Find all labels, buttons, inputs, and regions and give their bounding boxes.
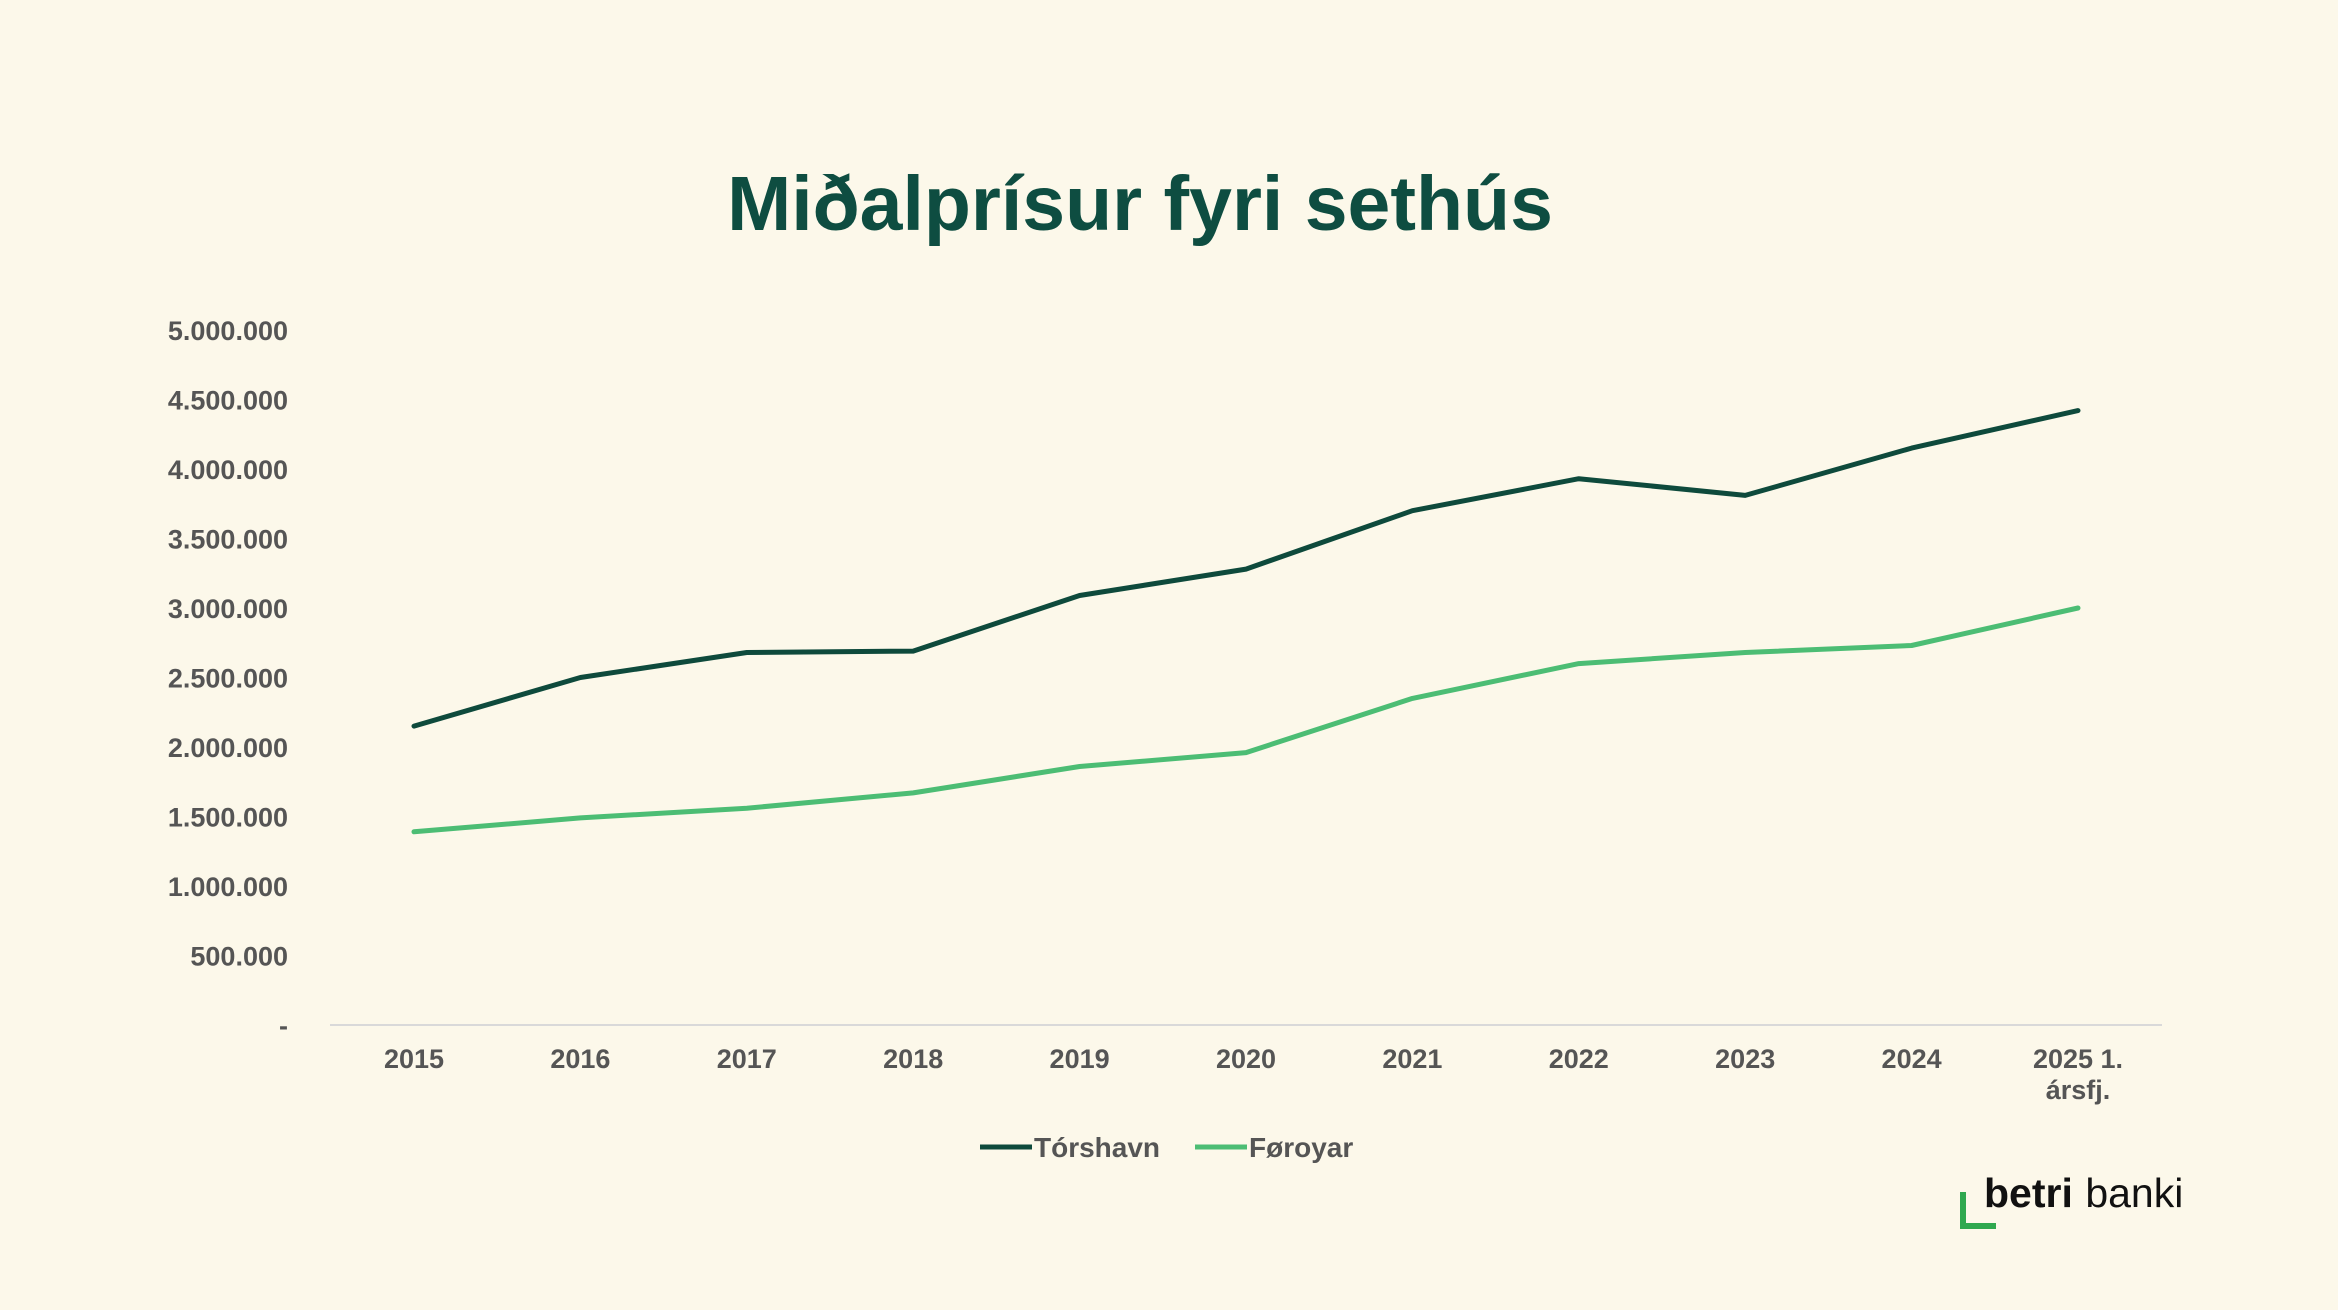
series-lines: [411, 408, 2081, 835]
y-tick-label: 3.500.000: [168, 525, 288, 555]
x-tick-label: 2025 1. ársfj.: [2033, 1044, 2123, 1105]
chart-title: Miðalprísur fyri sethús: [727, 161, 1553, 247]
x-tick-label: 2018: [883, 1044, 943, 1074]
y-tick-label: 2.500.000: [168, 664, 288, 694]
y-tick-label: 5.000.000: [168, 316, 288, 346]
y-tick-label: -: [279, 1011, 288, 1041]
x-tick-label: 2015: [384, 1044, 444, 1074]
series-line-t-rshavn: [411, 408, 2081, 729]
betri-banki-logo: betri banki: [1960, 1170, 2183, 1229]
y-tick-label: 4.500.000: [168, 386, 288, 416]
x-tick-label: 2021: [1382, 1044, 1442, 1074]
series-line-f-royar: [411, 605, 2081, 835]
x-tick-label: 2016: [550, 1044, 610, 1074]
x-tick-label: 2022: [1549, 1044, 1609, 1074]
logo-word-bold: betri: [1984, 1170, 2073, 1216]
x-tick-label: 2017: [717, 1044, 777, 1074]
y-tick-label: 500.000: [190, 942, 288, 972]
logo-word-regular: banki: [2085, 1170, 2183, 1216]
x-axis-ticks: 2015 2016 2017 2018 2019 2020 2021 2022 2023 2024…: [384, 1044, 2123, 1105]
logo-bracket-icon: [1960, 1192, 1996, 1229]
legend: Tórshavn Føroyar: [980, 1132, 1353, 1163]
legend-label: Føroyar: [1249, 1132, 1353, 1163]
x-tick-label: 2020: [1216, 1044, 1276, 1074]
y-tick-label: 1.000.000: [168, 872, 288, 902]
y-tick-label: 1.500.000: [168, 803, 288, 833]
y-axis-ticks: - 500.000 1.000.000 1.500.000 2.000.000 2.500…: [168, 316, 288, 1041]
y-tick-label: 2.000.000: [168, 733, 288, 763]
x-tick-label: 2023: [1715, 1044, 1775, 1074]
y-tick-label: 3.000.000: [168, 594, 288, 624]
legend-label: Tórshavn: [1034, 1132, 1160, 1163]
x-tick-label: 2019: [1050, 1044, 1110, 1074]
logo-text: betri banki: [1984, 1170, 2183, 1216]
x-tick-label: 2024: [1882, 1044, 1942, 1074]
y-tick-label: 4.000.000: [168, 455, 288, 485]
